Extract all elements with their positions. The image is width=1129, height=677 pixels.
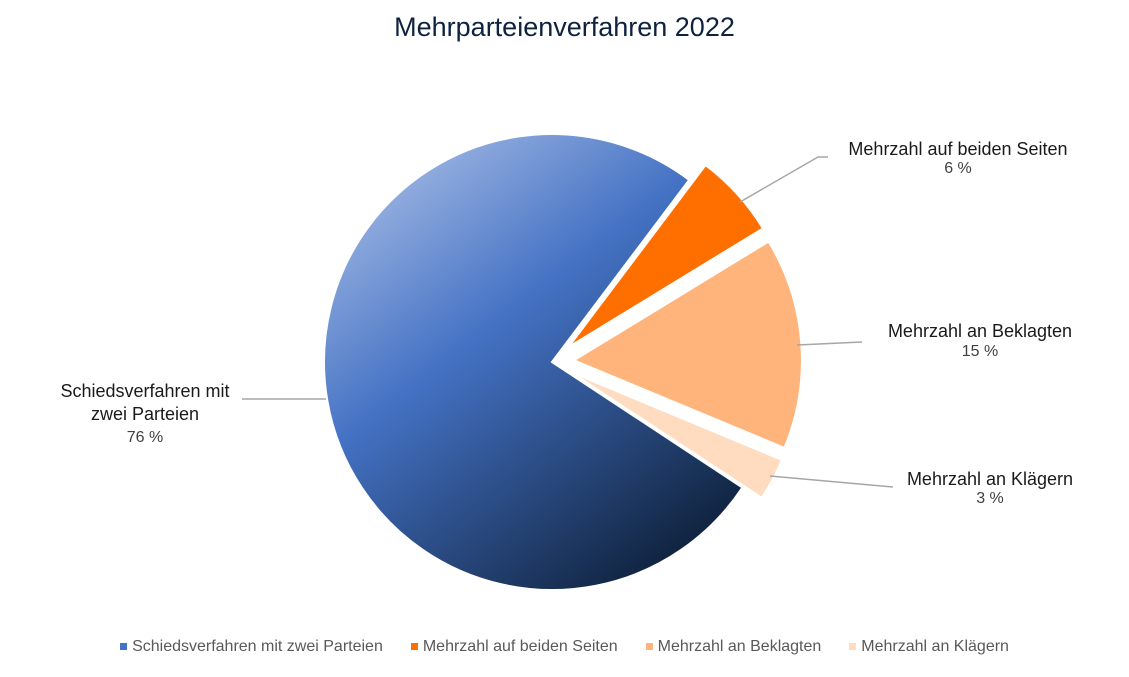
legend-swatch	[849, 643, 857, 651]
slice-label: Mehrzahl auf beiden Seiten	[848, 139, 1068, 159]
legend: Schiedsverfahren mit zwei Parteien Mehrza…	[0, 638, 1129, 656]
value-label: 3 %	[976, 490, 1004, 507]
legend-swatch	[410, 643, 418, 651]
pie-slice	[570, 371, 784, 500]
leader-line	[769, 475, 894, 488]
pie-slice	[323, 133, 744, 591]
value-label: 6 %	[944, 160, 972, 177]
legend-item: Mehrzahl auf beiden Seiten	[410, 638, 618, 656]
leader-line	[796, 341, 863, 346]
value-label: 15 %	[961, 343, 999, 360]
legend-label: Mehrzahl an Beklagten	[657, 638, 822, 655]
legend-swatch	[645, 643, 653, 651]
pie-slice	[571, 240, 803, 450]
slice-label: Schiedsverfahren mit zwei Parteien	[60, 381, 230, 424]
slice-label: Mehrzahl an Beklagten	[887, 321, 1073, 341]
legend-item: Mehrzahl an Beklagten	[645, 638, 822, 656]
legend-label: Schiedsverfahren mit zwei Parteien	[132, 638, 383, 655]
legend-item: Schiedsverfahren mit zwei Parteien	[120, 638, 383, 656]
value-label: 76 %	[126, 429, 164, 446]
slice-label: Mehrzahl an Klägern	[906, 469, 1074, 489]
legend-item: Mehrzahl an Klägern	[849, 638, 1009, 656]
legend-label: Mehrzahl an Klägern	[861, 638, 1009, 655]
pie-slice	[567, 163, 765, 349]
legend-label: Mehrzahl auf beiden Seiten	[422, 638, 618, 655]
leader-line	[739, 156, 828, 203]
legend-swatch	[120, 643, 128, 651]
chart-title: Mehrparteienverfahren 2022	[394, 12, 735, 42]
